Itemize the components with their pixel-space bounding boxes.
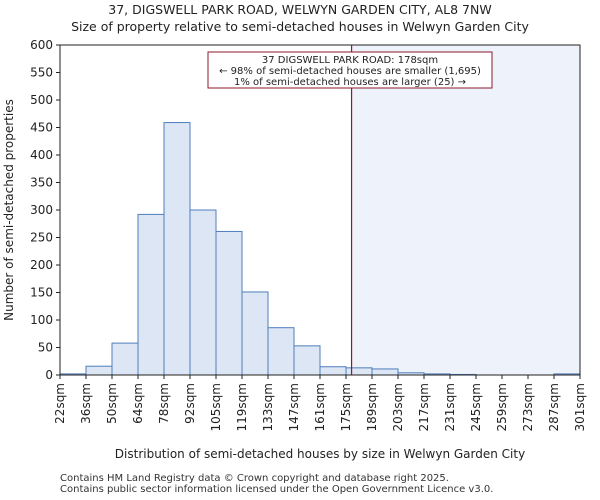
x-axis-label: Distribution of semi-detached houses by … [115,447,525,461]
histogram-bar [137,213,165,376]
histogram-bar [85,365,113,376]
x-tick-label: 147sqm [287,383,301,431]
chart-title-address: 37, DIGSWELL PARK ROAD, WELWYN GARDEN CI… [108,2,492,17]
x-tick-label: 161sqm [313,383,327,431]
y-tick-label: 100 [30,313,53,327]
footer-licence: Contains public sector information licen… [60,484,494,495]
histogram-bar [111,342,139,376]
y-tick-label: 450 [30,121,53,135]
y-tick-label: 300 [30,203,53,217]
x-tick-label: 231sqm [443,383,457,431]
annotation-line-1: 37 DIGSWELL PARK ROAD: 178sqm [262,55,438,66]
annotation-line-3: 1% of semi-detached houses are larger (2… [234,77,466,88]
x-tick-label: 119sqm [235,383,249,431]
histogram-bar [163,122,191,376]
x-tick-label: 189sqm [365,383,379,431]
chart-title: Size of property relative to semi-detach… [71,19,529,34]
annotation-box [207,51,493,89]
x-tick-label: 175sqm [339,383,353,431]
x-tick-label: 259sqm [495,383,509,431]
histogram-bar [189,209,217,376]
footer-copyright: Contains HM Land Registry data © Crown c… [60,473,449,484]
x-tick-label: 245sqm [469,383,483,431]
histogram-bar [215,230,243,376]
y-tick-label: 550 [30,66,53,80]
histogram-bar [267,327,295,376]
x-tick-label: 301sqm [573,383,587,431]
y-axis-label: Number of semi-detached properties [2,99,16,321]
x-tick-label: 217sqm [417,383,431,431]
y-tick-label: 50 [38,341,53,355]
highlight-region [351,45,580,375]
y-tick-label: 600 [30,38,53,52]
x-tick-label: 36sqm [79,383,93,424]
y-tick-label: 0 [45,368,53,382]
y-tick-label: 400 [30,148,53,162]
y-tick-label: 500 [30,93,53,107]
x-tick-label: 50sqm [105,383,119,424]
x-tick-label: 273sqm [521,383,535,431]
histogram-bar [241,291,269,376]
x-tick-label: 203sqm [391,383,405,431]
histogram-bar [371,368,399,376]
y-tick-label: 250 [30,231,53,245]
histogram-bar [345,367,373,376]
x-tick-label: 64sqm [131,383,145,424]
x-tick-label: 105sqm [209,383,223,431]
y-tick-label: 150 [30,286,53,300]
histogram-bar [319,366,347,376]
x-tick-label: 22sqm [53,383,67,424]
x-tick-label: 92sqm [183,383,197,424]
x-tick-label: 287sqm [547,383,561,431]
x-tick-label: 133sqm [261,383,275,431]
histogram-bar [293,345,321,376]
annotation-line-2: ← 98% of semi-detached houses are smalle… [219,66,481,77]
y-tick-label: 200 [30,258,53,272]
y-tick-label: 350 [30,176,53,190]
x-tick-label: 78sqm [157,383,171,424]
